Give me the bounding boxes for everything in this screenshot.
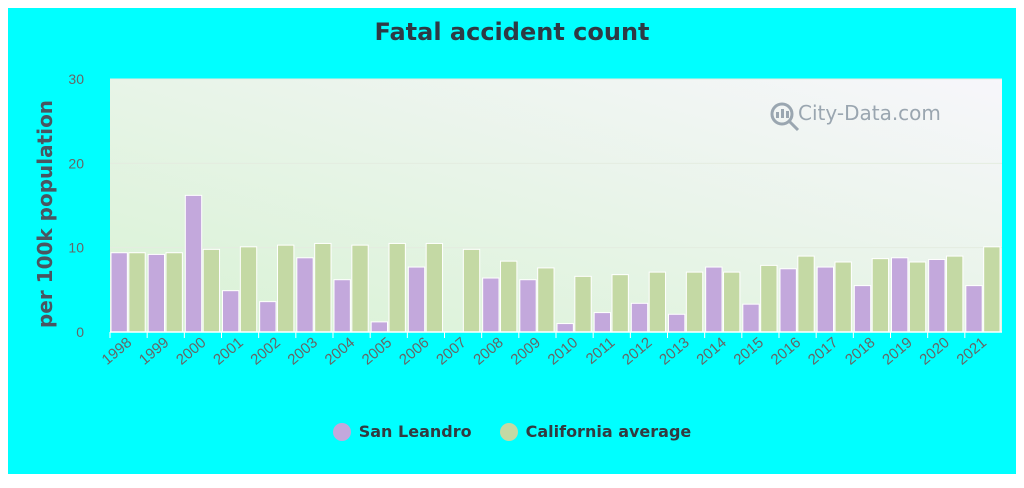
x-tick-label: 2008 xyxy=(470,334,506,368)
bar-san-leandro-2017[interactable] xyxy=(816,266,835,333)
bar-san-leandro-1998[interactable] xyxy=(110,252,128,333)
bar-san-leandro-2004[interactable] xyxy=(333,279,351,333)
magnifier-icon xyxy=(770,102,794,126)
watermark-text: City-Data.com xyxy=(798,101,941,125)
x-tick-label: 2009 xyxy=(507,334,543,368)
bar-california-average-2017[interactable] xyxy=(834,261,852,333)
bar-california-average-2001[interactable] xyxy=(239,246,258,333)
bar-california-average-2008[interactable] xyxy=(500,260,518,333)
legend-swatch-san-leandro xyxy=(332,422,351,441)
bar-california-average-2014[interactable] xyxy=(723,271,741,333)
bars xyxy=(110,194,1001,333)
bar-california-average-2015[interactable] xyxy=(760,264,778,333)
bar-california-average-2021[interactable] xyxy=(983,246,1001,333)
y-tick-label: 20 xyxy=(68,155,84,171)
bar-california-average-2013[interactable] xyxy=(685,271,704,333)
bar-san-leandro-2019[interactable] xyxy=(891,257,909,333)
x-tick-label: 2014 xyxy=(693,334,729,368)
chart-frame: Fatal accident count 0 10 20 30 1998 1999 200… xyxy=(8,8,1016,474)
x-tick-label: 2010 xyxy=(545,334,581,368)
x-tick-label: 2019 xyxy=(879,334,915,368)
y-tick-label: 10 xyxy=(68,240,84,256)
x-tick-label: 2000 xyxy=(173,334,209,368)
bar-san-leandro-2016[interactable] xyxy=(779,268,797,333)
bar-california-average-2019[interactable] xyxy=(908,261,927,333)
bar-california-average-2010[interactable] xyxy=(574,275,592,333)
x-tick-label: 2006 xyxy=(396,334,432,368)
x-tick-label: 2004 xyxy=(322,334,358,368)
plot-area xyxy=(110,79,1002,332)
y-tick-label: 0 xyxy=(76,324,84,340)
x-axis-ticks: 1998 1999 2000 2001 2002 2003 2004 2005 2006 2007… xyxy=(99,332,990,369)
x-tick-label: 2005 xyxy=(359,334,395,368)
chart-title: Fatal accident count xyxy=(374,18,650,46)
x-tick-label: 2001 xyxy=(210,334,246,368)
legend-label-san-leandro: San Leandro xyxy=(358,422,472,441)
chart-svg: 0 10 20 30 1998 1999 2000 2001 2002 2003 2004 2005… xyxy=(33,71,1002,369)
x-tick-label: 2021 xyxy=(953,334,989,368)
y-axis-ticks: 0 10 20 30 xyxy=(68,71,84,340)
bar-california-average-2003[interactable] xyxy=(314,242,332,333)
bar-california-average-2007[interactable] xyxy=(462,248,481,333)
x-tick-label: 2007 xyxy=(433,334,469,368)
bar-california-average-2000[interactable] xyxy=(202,248,221,333)
bar-california-average-2006[interactable] xyxy=(425,242,444,333)
legend-swatch-california-average xyxy=(499,422,518,441)
bar-california-average-1999[interactable] xyxy=(165,252,183,333)
bar-california-average-2005[interactable] xyxy=(388,242,406,333)
y-axis-label: per 100k population xyxy=(33,100,57,328)
x-tick-label: 1999 xyxy=(136,334,172,368)
bar-california-average-2009[interactable] xyxy=(537,267,555,333)
y-tick-label: 30 xyxy=(68,71,84,87)
x-tick-label: 1998 xyxy=(99,334,135,368)
x-tick-label: 2013 xyxy=(656,334,692,368)
x-tick-label: 2011 xyxy=(583,334,619,368)
x-tick-label: 2012 xyxy=(619,334,655,368)
bar-california-average-2011[interactable] xyxy=(611,274,629,333)
legend-item-california-average[interactable]: California average xyxy=(499,422,692,441)
bar-san-leandro-2010[interactable] xyxy=(556,323,574,333)
bar-san-leandro-2012[interactable] xyxy=(630,302,649,333)
x-tick-label: 2003 xyxy=(284,334,320,368)
bar-san-leandro-2005[interactable] xyxy=(370,321,389,333)
bar-san-leandro-2001[interactable] xyxy=(222,290,240,333)
x-tick-label: 2020 xyxy=(916,334,952,368)
bar-san-leandro-2014[interactable] xyxy=(705,266,723,333)
bar-california-average-2018[interactable] xyxy=(871,258,890,333)
x-tick-label: 2015 xyxy=(730,334,766,368)
bar-san-leandro-2000[interactable] xyxy=(184,194,203,333)
gridlines xyxy=(110,78,1002,249)
bar-san-leandro-2013[interactable] xyxy=(668,313,686,333)
legend-label-california-average: California average xyxy=(525,422,692,441)
bar-san-leandro-2011[interactable] xyxy=(593,312,612,333)
x-tick-label: 2018 xyxy=(842,334,878,368)
legend-item-san-leandro[interactable]: San Leandro xyxy=(332,422,472,441)
bar-san-leandro-2008[interactable] xyxy=(482,277,500,333)
legend: San Leandro California average xyxy=(8,422,1016,441)
bar-san-leandro-2018[interactable] xyxy=(853,285,872,333)
bar-california-average-2012[interactable] xyxy=(648,271,667,333)
bar-san-leandro-2003[interactable] xyxy=(296,257,314,333)
bar-california-average-1998[interactable] xyxy=(128,252,146,333)
bar-california-average-2002[interactable] xyxy=(277,244,295,333)
bar-san-leandro-2009[interactable] xyxy=(519,279,537,333)
bar-san-leandro-2006[interactable] xyxy=(407,266,426,333)
x-tick-label: 2017 xyxy=(805,334,841,368)
x-tick-label: 2002 xyxy=(247,334,283,368)
bar-san-leandro-2002[interactable] xyxy=(259,301,277,333)
bar-san-leandro-2015[interactable] xyxy=(742,303,760,333)
bar-san-leandro-1999[interactable] xyxy=(147,253,166,333)
bar-san-leandro-2021[interactable] xyxy=(965,285,983,333)
bar-california-average-2004[interactable] xyxy=(351,244,369,333)
bar-california-average-2016[interactable] xyxy=(797,255,815,333)
watermark: City-Data.com xyxy=(770,101,941,132)
x-tick-label: 2016 xyxy=(768,334,804,368)
bar-san-leandro-2020[interactable] xyxy=(928,258,946,333)
bar-california-average-2020[interactable] xyxy=(946,255,964,333)
